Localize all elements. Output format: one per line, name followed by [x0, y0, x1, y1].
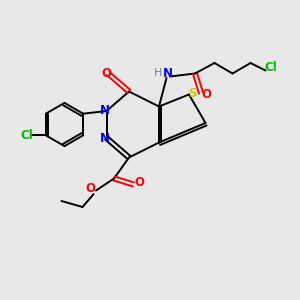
Text: Cl: Cl	[20, 129, 33, 142]
Text: N: N	[100, 131, 110, 145]
Text: O: O	[101, 67, 112, 80]
Text: O: O	[85, 182, 96, 196]
Text: N: N	[163, 67, 173, 80]
Text: H: H	[154, 68, 162, 79]
Text: N: N	[100, 104, 110, 118]
Text: O: O	[134, 176, 144, 190]
Text: Cl: Cl	[265, 61, 277, 74]
Text: O: O	[201, 88, 212, 101]
Text: S: S	[188, 86, 196, 100]
